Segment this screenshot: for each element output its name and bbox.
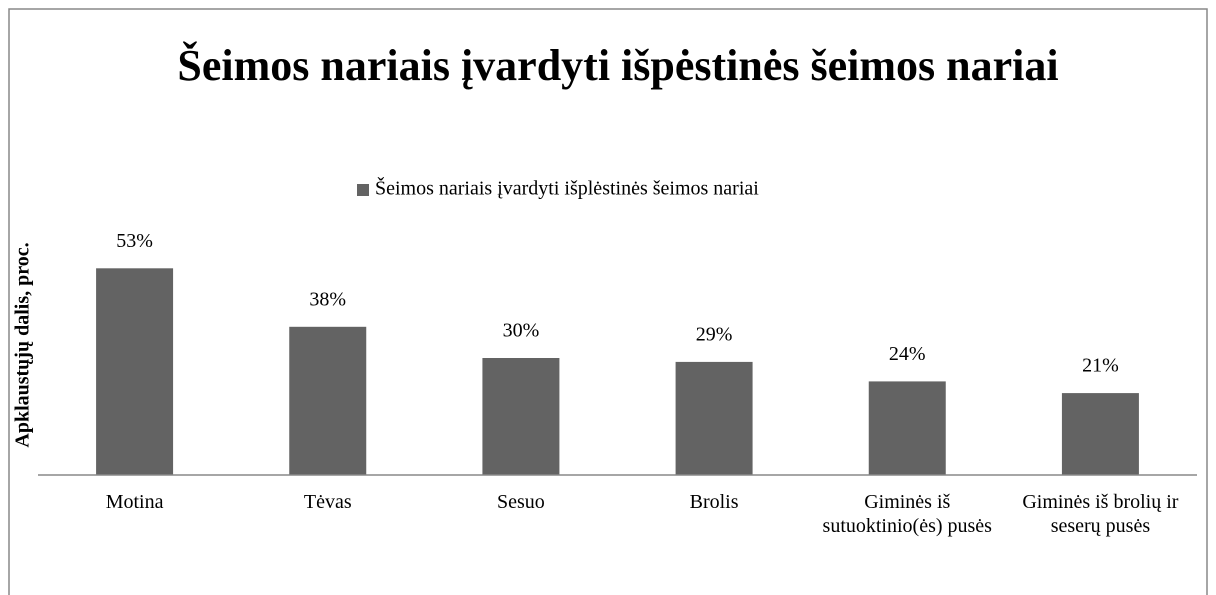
chart-title: Šeimos nariais įvardyti išpėstinės šeimo… bbox=[177, 41, 1059, 90]
x-tick-label: Tėvas bbox=[303, 491, 352, 513]
y-axis-label: Apklaustųjų dalis, proc. bbox=[12, 242, 34, 447]
data-label: 38% bbox=[309, 288, 346, 310]
bar bbox=[675, 361, 753, 475]
data-label: 53% bbox=[116, 230, 153, 252]
x-tick-label: Motina bbox=[105, 491, 164, 513]
x-tick-label: Brolis bbox=[689, 491, 739, 513]
chart-border bbox=[8, 8, 1208, 595]
data-label: 21% bbox=[1082, 355, 1119, 377]
legend-swatch bbox=[357, 184, 369, 196]
x-tick-label: Giminės iš brolių ir seserų pusės bbox=[1022, 491, 1179, 537]
data-label: 30% bbox=[503, 320, 540, 342]
x-tick-label: Sesuo bbox=[497, 491, 545, 513]
bar bbox=[289, 326, 367, 475]
bar bbox=[482, 358, 560, 475]
x-tick-label: Giminės iš sutuoktinio(ės) pusės bbox=[822, 491, 992, 537]
legend-label: Šeimos nariais įvardyti išplėstinės šeim… bbox=[375, 176, 759, 200]
data-label: 24% bbox=[889, 343, 926, 365]
bar bbox=[96, 268, 174, 475]
data-label: 29% bbox=[696, 323, 733, 345]
bar bbox=[1061, 393, 1139, 475]
bar bbox=[868, 381, 946, 475]
